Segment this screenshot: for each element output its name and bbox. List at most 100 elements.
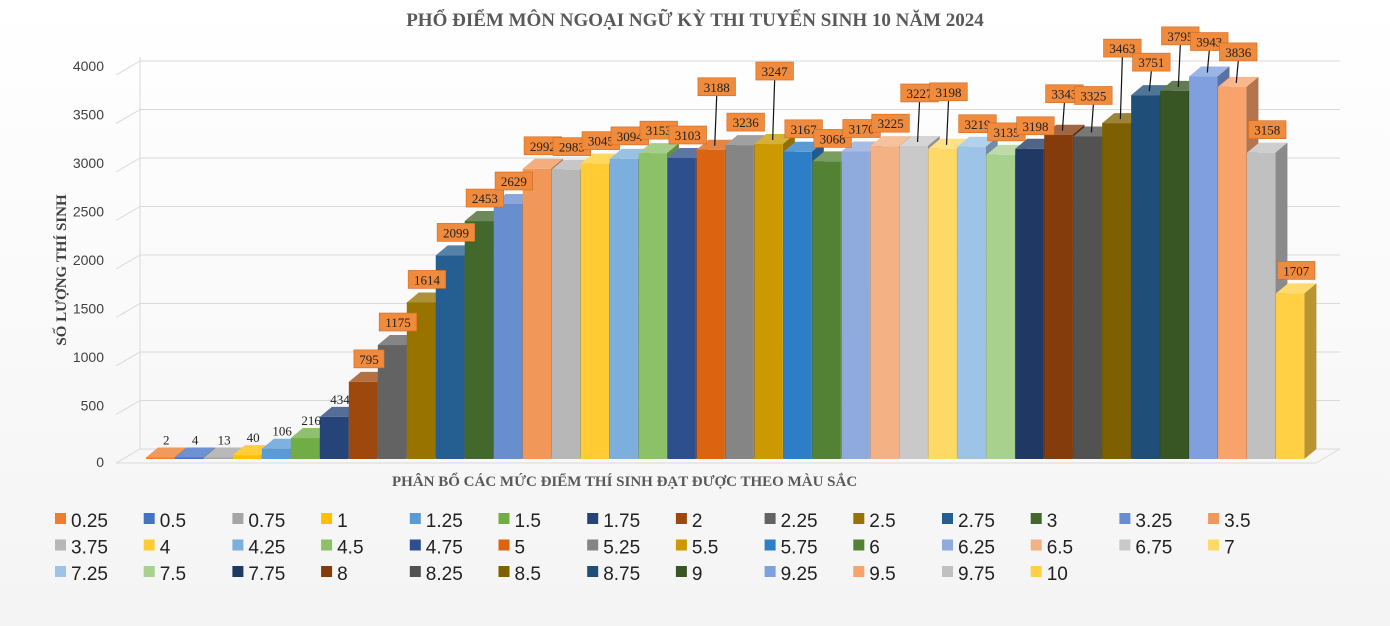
data-label-text: 1175: [385, 315, 411, 330]
legend-label: 1: [337, 511, 348, 532]
data-label-box: [784, 119, 823, 139]
legend-swatch: [321, 513, 333, 524]
legend-item-5.75: 5.75: [764, 538, 818, 559]
legend-swatch: [1119, 513, 1131, 524]
data-label-8.75: 3751: [1132, 52, 1171, 92]
legend-item-9.25: 9.25: [764, 564, 818, 585]
legend-item-4: 4: [143, 538, 171, 559]
bar-front: [1102, 123, 1131, 460]
bars: [146, 66, 1317, 460]
bar-front: [1276, 293, 1305, 459]
legend-swatch: [1208, 539, 1220, 551]
bar-top: [1218, 76, 1259, 87]
data-label-0.75: 13: [218, 433, 231, 448]
legend-label: 2.25: [781, 511, 818, 532]
data-label-9.5: 3836: [1219, 42, 1258, 83]
data-label-text: 3325: [1080, 88, 1106, 103]
data-label-box: [378, 312, 418, 332]
legend-item-2.25: 2.25: [764, 511, 818, 532]
legend-item-1.25: 1.25: [409, 511, 463, 532]
data-label-2.25: 1175: [378, 312, 418, 332]
leader-line: [945, 100, 950, 145]
floor-right-edge: [1315, 448, 1341, 464]
bar-front: [203, 457, 233, 459]
gridline-side: [115, 206, 141, 221]
leader-line: [1177, 44, 1181, 87]
leader-line: [916, 101, 921, 143]
legend: 0.25 0.5 0.75 1 1.25 1.5 1.75 2 2.25 2.5 2.75 3 3.25…: [55, 511, 1251, 585]
data-label-1.5: 216: [301, 413, 321, 428]
legend-item-6.5: 6.5: [1030, 538, 1073, 559]
bar-10: [1276, 283, 1317, 459]
legend-label: 7: [1224, 538, 1235, 559]
legend-swatch: [321, 566, 333, 577]
bar-front: [493, 203, 523, 459]
legend-item-6: 6: [853, 538, 880, 559]
data-label-text: 3158: [1254, 123, 1280, 138]
data-label-text: 216: [301, 413, 321, 428]
data-label-0.5: 4: [192, 433, 199, 448]
legend-item-7.25: 7.25: [55, 564, 108, 585]
legend-swatch: [764, 539, 776, 551]
data-label-text: 795: [359, 352, 379, 367]
data-label-4.5: 3153: [639, 120, 678, 140]
legend-label: 5.5: [692, 538, 718, 559]
data-label-text: 3045: [588, 134, 614, 149]
data-label-text: 3219: [964, 117, 990, 132]
legend-label: 5: [515, 538, 526, 559]
data-label-4.75: 3103: [668, 125, 707, 145]
data-label-box: [1219, 42, 1258, 62]
data-label-text: 3751: [1138, 55, 1164, 70]
bar-front: [1189, 76, 1218, 460]
legend-swatch: [587, 539, 599, 551]
legend-label: 4: [160, 538, 171, 559]
data-label-8.25: 3325: [1074, 86, 1113, 133]
legend-swatch: [409, 513, 421, 524]
data-label-box: [436, 223, 476, 242]
legend-item-4.5: 4.5: [321, 538, 364, 559]
legend-item-1: 1: [321, 511, 348, 532]
data-label-text: 1614: [414, 272, 441, 287]
data-label-text: 1707: [1283, 263, 1310, 278]
legend-label: 4.75: [426, 538, 463, 559]
legend-item-5.5: 5.5: [675, 538, 718, 559]
data-label-text: 3343: [1051, 87, 1077, 102]
legend-swatch: [1119, 539, 1131, 551]
legend-item-6.75: 6.75: [1119, 538, 1172, 559]
legend-label: 8: [337, 564, 348, 585]
legend-item-7: 7: [1208, 538, 1235, 559]
legend-label: 2.5: [869, 511, 895, 532]
bar-front: [1247, 152, 1276, 459]
bar-front: [348, 381, 378, 459]
legend-item-2: 2: [675, 511, 702, 532]
data-label-box: [353, 349, 385, 369]
gridline-side: [115, 254, 141, 270]
legend-label: 1.25: [426, 511, 463, 532]
bar-top: [174, 447, 216, 458]
legend-label: 6.75: [1135, 538, 1172, 559]
data-label-4.25: 3094: [610, 126, 649, 146]
data-label-box: [1277, 261, 1316, 280]
bar-front: [1218, 86, 1247, 460]
leader-line: [1119, 57, 1123, 120]
legend-item-9.5: 9.5: [853, 564, 896, 585]
bar-front: [1073, 136, 1102, 459]
y-tick-label: 0: [96, 454, 104, 470]
bar-front: [1131, 95, 1160, 459]
bar-front: [551, 169, 581, 460]
legend-swatch: [942, 566, 953, 577]
legend-label: 1.75: [603, 511, 640, 532]
legend-swatch: [587, 513, 599, 524]
leader-line: [1235, 60, 1239, 83]
legend-swatch: [321, 539, 333, 551]
bar-front: [522, 168, 552, 459]
data-label-5.5: 3247: [755, 61, 794, 141]
bar-front: [174, 457, 204, 459]
legend-label: 9: [692, 564, 703, 585]
data-label-box: [1190, 32, 1229, 51]
legend-swatch: [498, 539, 510, 551]
data-label-box: [465, 188, 505, 208]
legend-item-3.75: 3.75: [55, 538, 108, 559]
data-label-text: 3068: [820, 131, 846, 146]
